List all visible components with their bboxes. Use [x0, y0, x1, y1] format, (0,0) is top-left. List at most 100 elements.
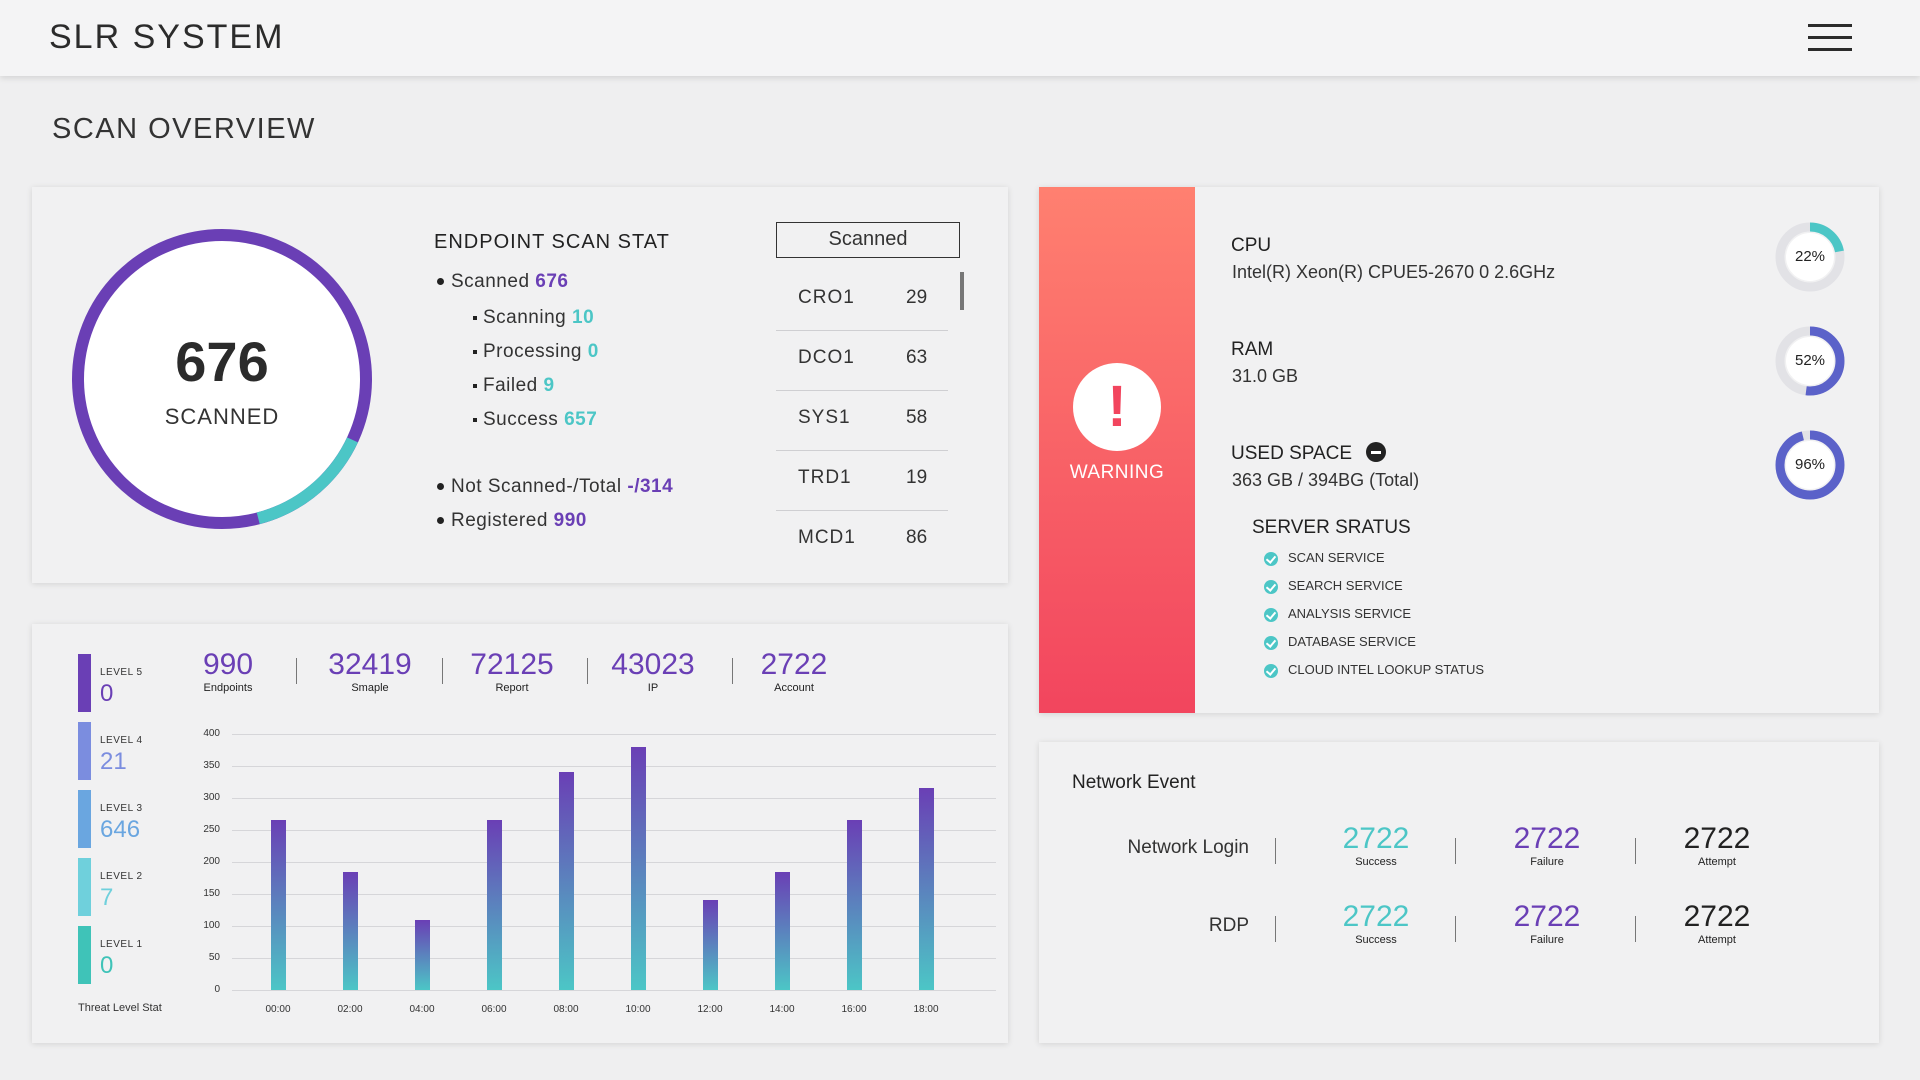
stat-success: Success 657 [473, 409, 597, 431]
stat-label: Success [1355, 934, 1397, 946]
server-status-card: ! WARNING CPU Intel(R) Xeon(R) CPUE5-267… [1039, 187, 1879, 713]
warning-panel: ! WARNING [1039, 187, 1195, 713]
kpi-report: 72125 Report [452, 648, 572, 694]
rdp-success: 2722 Success [1316, 900, 1436, 946]
chart-bar[interactable] [631, 746, 646, 990]
chart-gridline [232, 798, 996, 799]
network-login-failure: 2722 Failure [1487, 822, 1607, 868]
level-name: LEVEL 2 [100, 871, 143, 882]
chart-bar[interactable] [847, 820, 862, 990]
y-tick-label: 400 [203, 728, 220, 739]
site-list-scrollbar[interactable] [960, 272, 964, 310]
network-event-title: Network Event [1072, 772, 1196, 793]
cpu-usage-donut: 22% [1772, 219, 1848, 295]
kpi-label: Report [495, 682, 529, 694]
site-row[interactable]: CRO1 29 [776, 271, 948, 331]
site-name: CRO1 [798, 287, 855, 308]
kpi-divider [732, 658, 733, 684]
kpi-value: 2722 [760, 648, 828, 681]
site-row[interactable]: SYS1 58 [776, 391, 948, 451]
stat-label: Attempt [1698, 856, 1736, 868]
y-tick-label: 100 [203, 920, 220, 931]
chart-bar[interactable] [487, 820, 502, 990]
x-tick-label: 18:00 [913, 1004, 939, 1015]
stat-registered: Registered 990 [437, 510, 587, 532]
ram-percent: 52% [1794, 352, 1826, 369]
bullet-icon [473, 417, 477, 422]
stat-value: 2722 [1683, 822, 1751, 855]
kpi-divider [296, 658, 297, 684]
level-color-bar [78, 858, 91, 916]
site-row[interactable]: DCO1 63 [776, 331, 948, 391]
check-icon [1264, 580, 1278, 594]
chart-gridline [232, 926, 996, 927]
ring-track [72, 229, 372, 529]
threat-level-5: LEVEL 5 0 [78, 654, 188, 712]
donut-arc [1775, 430, 1845, 500]
kpi-endpoints: 990 Endpoints [168, 648, 288, 694]
ring-center: 676 SCANNED [72, 229, 372, 529]
site-value: 19 [906, 467, 928, 488]
site-row[interactable]: TRD1 19 [776, 451, 948, 511]
threat-level-2: LEVEL 2 7 [78, 858, 188, 916]
stat-success-label: Success [483, 409, 559, 430]
network-login-success: 2722 Success [1316, 822, 1436, 868]
bullet-icon [473, 349, 477, 354]
chart-bar[interactable] [559, 772, 574, 990]
rdp-failure: 2722 Failure [1487, 900, 1607, 946]
ram-title: RAM [1231, 339, 1274, 360]
site-row[interactable]: MCD1 86 [776, 511, 948, 571]
chart-gridline [232, 894, 996, 895]
endpoint-scan-stat-title: ENDPOINT SCAN STAT [434, 231, 670, 253]
stat-scanned-label: Scanned [451, 271, 530, 292]
used-space-title: USED SPACE [1231, 443, 1353, 464]
x-tick-label: 04:00 [409, 1004, 435, 1015]
kpi-divider [442, 658, 443, 684]
minus-circle-icon[interactable] [1366, 442, 1386, 462]
x-tick-label: 12:00 [697, 1004, 723, 1015]
chart-bar[interactable] [343, 871, 358, 990]
scan-ring-chart [72, 229, 372, 529]
kpi-value: 990 [202, 648, 254, 681]
site-value: 29 [906, 287, 928, 308]
kpi-divider [587, 658, 588, 684]
kpi-value: 32419 [328, 648, 412, 681]
used-space-value: 363 GB / 394BG (Total) [1232, 470, 1420, 490]
row-divider [1455, 838, 1456, 864]
stat-failed-label: Failed [483, 375, 538, 396]
ram-usage-donut: 52% [1772, 323, 1848, 399]
kpi-label: Smaple [351, 682, 389, 694]
chart-bar[interactable] [415, 919, 430, 990]
stat-scanning-label: Scanning [483, 307, 567, 328]
chart-gridline [232, 830, 996, 831]
bullet-icon [437, 278, 444, 286]
check-icon [1264, 552, 1278, 566]
kpi-label: Account [774, 682, 814, 694]
stat-value: 2722 [1513, 822, 1581, 855]
scanned-filter-button[interactable]: Scanned [776, 222, 960, 258]
menu-icon[interactable] [1808, 24, 1852, 54]
threat-level-4: LEVEL 4 21 [78, 722, 188, 780]
bullet-icon [437, 483, 444, 491]
y-tick-label: 50 [208, 952, 220, 963]
stat-not-scanned: Not Scanned-/Total -/314 [437, 476, 673, 498]
stat-label: Attempt [1698, 934, 1736, 946]
chart-bar[interactable] [703, 900, 718, 990]
network-login-label: Network Login [1127, 837, 1249, 858]
stat-registered-label: Registered [451, 510, 548, 531]
chart-bar[interactable] [271, 820, 286, 990]
cpu-percent: 22% [1794, 248, 1826, 265]
donut-arc [1775, 326, 1845, 396]
level-color-bar [78, 654, 91, 712]
level-name: LEVEL 4 [100, 735, 143, 746]
chart-bar[interactable] [775, 871, 790, 990]
kpi-label: IP [647, 682, 659, 694]
stat-not-scanned-label: Not Scanned-/Total [451, 476, 622, 497]
chart-gridline [232, 958, 996, 959]
level-name: LEVEL 3 [100, 803, 143, 814]
row-divider [1275, 916, 1276, 942]
chart-bar[interactable] [919, 788, 934, 990]
space-percent: 96% [1794, 456, 1826, 473]
chart-gridline [232, 990, 996, 991]
donut-chart [1775, 430, 1845, 500]
